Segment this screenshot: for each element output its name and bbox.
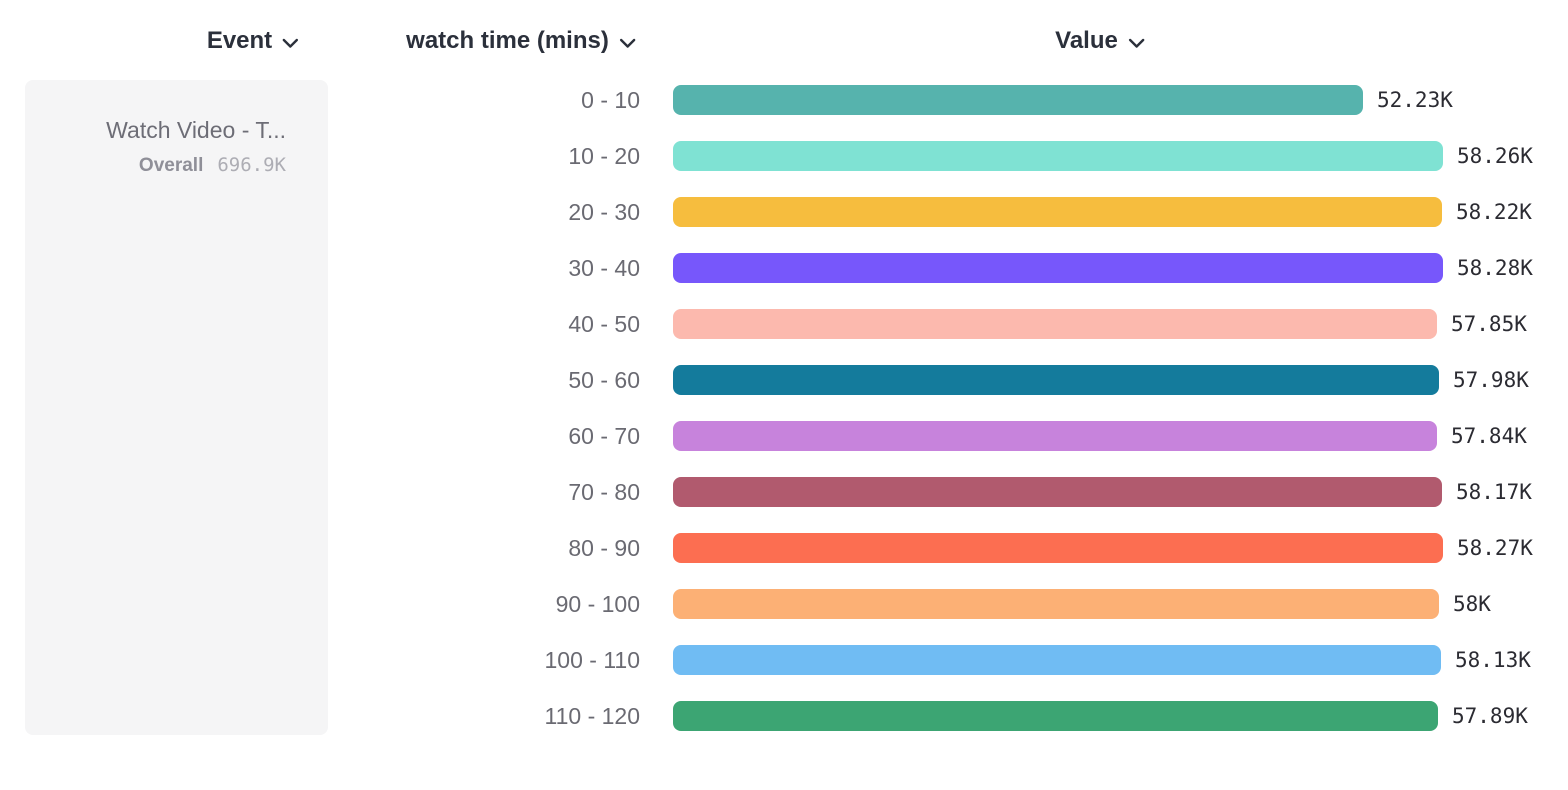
category-label: 20 - 30 [568, 199, 640, 225]
value-label: 58.22K [1456, 200, 1532, 224]
category-label: 70 - 80 [568, 479, 640, 505]
value-column-dropdown[interactable]: Value [1055, 27, 1145, 55]
value-bar[interactable] [673, 421, 1437, 451]
chart-row: 60 - 70 57.84K [0, 408, 1568, 464]
value-bar[interactable] [673, 253, 1443, 283]
value-label: 58K [1453, 592, 1491, 616]
value-label: 58.26K [1457, 144, 1533, 168]
value-bar[interactable] [673, 309, 1437, 339]
event-card[interactable]: Watch Video - T... Overall 696.9K [25, 80, 328, 735]
value-bar[interactable] [673, 533, 1443, 563]
chart-row: 10 - 20 58.26K [0, 128, 1568, 184]
value-label: 57.85K [1451, 312, 1527, 336]
category-label: 30 - 40 [568, 255, 640, 281]
chart-row: 80 - 90 58.27K [0, 520, 1568, 576]
chart-row: 40 - 50 57.85K [0, 296, 1568, 352]
category-label: 90 - 100 [555, 591, 640, 617]
value-label: 52.23K [1377, 88, 1453, 112]
value-bar[interactable] [673, 645, 1441, 675]
chevron-down-icon [619, 38, 636, 48]
overall-value: 696.9K [217, 154, 286, 176]
value-bar[interactable] [673, 85, 1363, 115]
value-label: 58.17K [1456, 480, 1532, 504]
event-title: Watch Video - T... [106, 117, 286, 143]
value-bar[interactable] [673, 365, 1439, 395]
category-label: 40 - 50 [568, 311, 640, 337]
watch-time-column-label: watch time (mins) [406, 27, 609, 54]
chevron-down-icon [282, 38, 299, 48]
category-label: 60 - 70 [568, 423, 640, 449]
value-column-label: Value [1055, 27, 1118, 54]
category-label: 80 - 90 [568, 535, 640, 561]
overall-label: Overall [138, 155, 204, 176]
value-label: 58.27K [1457, 536, 1533, 560]
category-label: 10 - 20 [568, 143, 640, 169]
category-label: 100 - 110 [544, 647, 640, 673]
category-label: 0 - 10 [581, 87, 640, 113]
chart-row: 110 - 120 57.89K [0, 688, 1568, 744]
event-column-dropdown[interactable]: Event [207, 27, 299, 55]
value-label: 57.98K [1453, 368, 1529, 392]
overall-row: Overall 696.9K [45, 153, 286, 178]
value-bar[interactable] [673, 477, 1442, 507]
event-column-label: Event [206, 27, 273, 54]
value-bar[interactable] [673, 141, 1443, 171]
chart-row: 100 - 110 58.13K [0, 632, 1568, 688]
value-label: 58.13K [1455, 648, 1531, 672]
watch-time-column-dropdown[interactable]: watch time (mins) [406, 27, 636, 55]
value-label: 58.28K [1457, 256, 1533, 280]
chevron-down-icon [1128, 38, 1145, 48]
chart-row: 70 - 80 58.17K [0, 464, 1568, 520]
value-label: 57.84K [1451, 424, 1527, 448]
chart-row: 30 - 40 58.28K [0, 240, 1568, 296]
chart-row: 20 - 30 58.22K [0, 184, 1568, 240]
chart-row: 90 - 100 58K [0, 576, 1568, 632]
value-bar[interactable] [673, 197, 1442, 227]
category-label: 110 - 120 [544, 703, 640, 729]
chart-row: 50 - 60 57.98K [0, 352, 1568, 408]
value-label: 57.89K [1452, 704, 1528, 728]
category-label: 50 - 60 [568, 367, 640, 393]
value-bar[interactable] [673, 589, 1439, 619]
chart-row: 0 - 10 52.23K [0, 72, 1568, 128]
value-bar[interactable] [673, 701, 1438, 731]
